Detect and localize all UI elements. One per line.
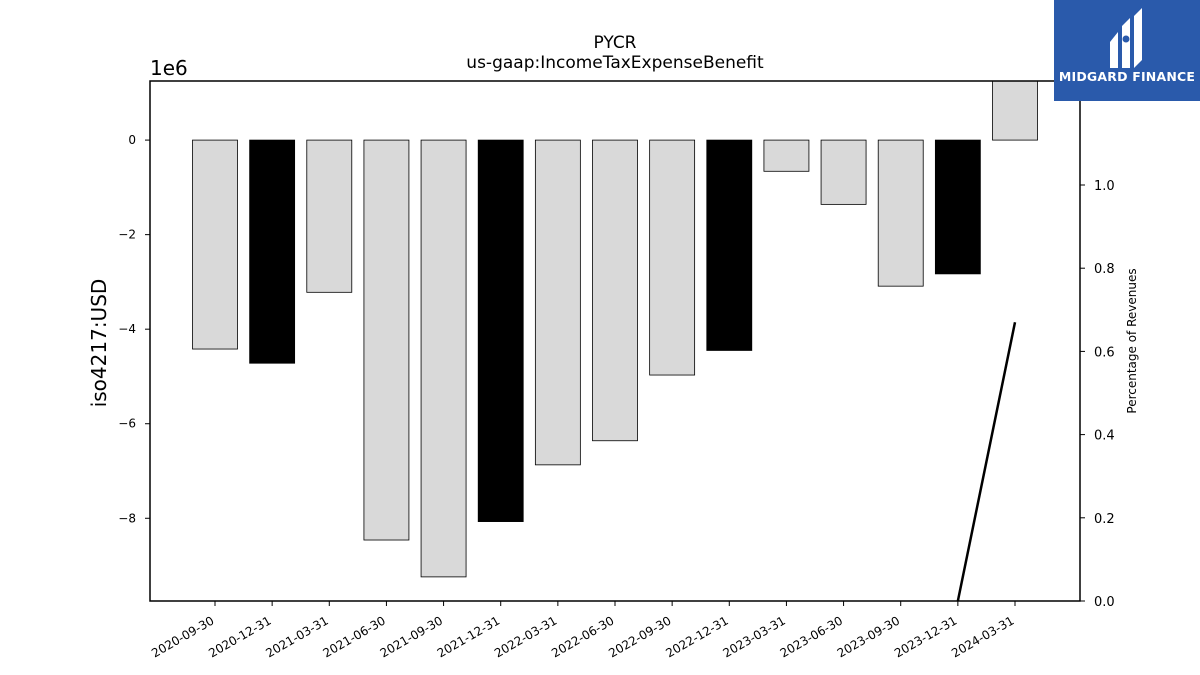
y2-tick-label: 0.8 xyxy=(1094,262,1115,277)
bar xyxy=(420,139,467,578)
y2-tick-label: 0.0 xyxy=(1094,595,1115,610)
bar xyxy=(477,139,524,522)
x-tick-label: 2022-09-30 xyxy=(606,613,673,660)
bar xyxy=(706,139,753,351)
logo-mark-icon xyxy=(1110,8,1142,68)
y2-axis-label: Percentage of Revenues xyxy=(1125,268,1139,413)
x-tick-label: 2023-09-30 xyxy=(835,613,902,660)
x-tick-label: 2021-09-30 xyxy=(378,613,445,660)
y-tick-label: −6 xyxy=(118,417,136,431)
y2-tick-label: 0.6 xyxy=(1094,345,1115,360)
bar xyxy=(763,139,810,172)
bar xyxy=(820,139,867,205)
y-offset-label: 1e6 xyxy=(150,56,188,80)
bar xyxy=(934,139,981,275)
x-tick-label: 2023-12-31 xyxy=(892,613,959,660)
line-group xyxy=(956,322,1017,602)
x-tick-label: 2024-03-31 xyxy=(949,613,1016,660)
x-tick-label: 2022-06-30 xyxy=(549,613,616,660)
y2-tick-label: 0.4 xyxy=(1094,429,1115,444)
chart-title: PYCR xyxy=(593,33,636,53)
x-tick-label: 2022-03-31 xyxy=(492,613,559,660)
bar xyxy=(306,139,353,293)
x-tick-label: 2021-03-31 xyxy=(263,613,330,660)
x-tick-label: 2023-06-30 xyxy=(778,613,845,660)
x-tick-label: 2021-06-30 xyxy=(321,613,388,660)
bar xyxy=(992,80,1038,141)
x-tick-label: 2020-09-30 xyxy=(149,613,216,660)
brand-logo: MIDGARD FINANCE xyxy=(1054,0,1200,101)
bar xyxy=(363,139,410,541)
bar xyxy=(649,139,696,376)
y-tick-label: −8 xyxy=(118,511,136,525)
x-tick-label: 2021-12-31 xyxy=(435,613,502,660)
y2-tick-label: 0.2 xyxy=(1094,512,1115,527)
y-tick-label: −2 xyxy=(118,228,136,242)
logo-text: MIDGARD FINANCE xyxy=(1058,69,1196,84)
y2-tick-label: 1.0 xyxy=(1094,179,1115,194)
x-tick-label: 2022-12-31 xyxy=(663,613,730,660)
x-tick-label: 2020-12-31 xyxy=(206,613,273,660)
bar xyxy=(192,139,238,350)
bars-group xyxy=(192,80,1038,578)
y-axis-label: iso4217:USD xyxy=(87,279,111,408)
bar xyxy=(877,139,924,287)
y-tick-label: 0 xyxy=(128,133,136,147)
bar xyxy=(592,139,638,442)
chart-subtitle: us-gaap:IncomeTaxExpenseBenefit xyxy=(466,53,764,73)
x-tick-label: 2023-03-31 xyxy=(721,613,788,660)
bar xyxy=(534,139,581,466)
y-tick-label: −4 xyxy=(118,322,136,336)
bar xyxy=(249,139,296,364)
line-series xyxy=(956,322,1017,602)
